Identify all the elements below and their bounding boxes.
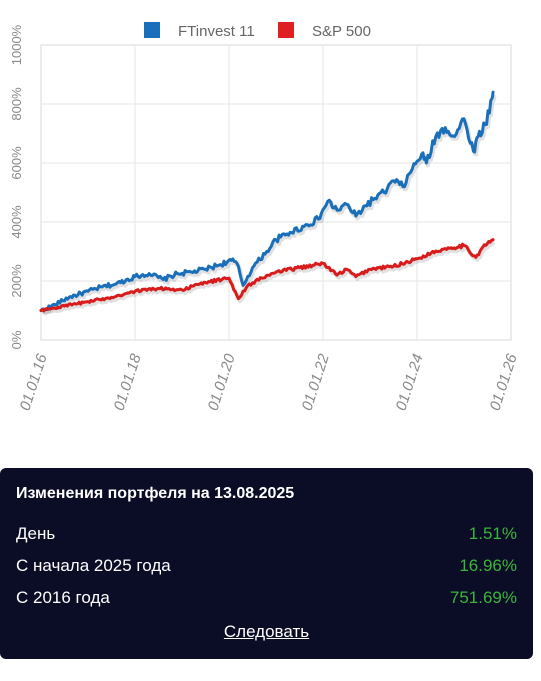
series-shadow xyxy=(41,240,496,316)
stat-label-ytd: С начала 2025 года xyxy=(16,556,171,575)
x-tick-label: 01.01.22 xyxy=(299,351,333,412)
y-axis-ticks: 0% 200% 400% 600% 800% 1000% xyxy=(9,24,24,349)
y-tick-label: 800% xyxy=(9,87,24,121)
x-tick-label: 01.01.24 xyxy=(393,352,427,413)
y-tick-label: 600% xyxy=(9,146,24,180)
stat-label-since-2016: С 2016 года xyxy=(16,588,110,607)
y-tick-label: 400% xyxy=(9,205,24,239)
follow-link[interactable]: Следовать xyxy=(223,622,310,641)
series-line-ftinvest xyxy=(39,90,495,312)
stat-label-day: День xyxy=(16,524,56,543)
stat-row-ytd: С начала 2025 года 16.96% xyxy=(16,550,517,582)
stat-row-day: День 1.51% xyxy=(16,518,517,550)
stat-row-since-2016: С 2016 года 751.69% xyxy=(16,582,517,614)
stat-value-day: 1.51% xyxy=(468,524,517,543)
x-axis-ticks: 01.01.16 01.01.18 01.01.20 01.01.22 01.01.24… xyxy=(17,351,521,412)
x-tick-label: 01.01.20 xyxy=(205,351,239,412)
portfolio-changes-panel: Изменения портфеля на 13.08.2025 День 1.… xyxy=(0,468,533,659)
plot-area-frame xyxy=(40,44,512,341)
series-lines xyxy=(39,90,497,316)
stat-value-ytd: 16.96% xyxy=(459,556,517,575)
y-tick-label: 0% xyxy=(9,330,24,349)
y-tick-label: 1000% xyxy=(9,24,24,65)
legend-swatch-ftinvest xyxy=(144,22,160,38)
portfolio-chart: FTinvest 11 S&P 500 0% 200% 400% 600% 800% 10… xyxy=(9,22,521,413)
legend-label-sp500: S&P 500 xyxy=(312,23,371,40)
x-tick-label: 01.01.18 xyxy=(111,351,145,412)
stat-value-since-2016: 751.69% xyxy=(449,588,517,607)
legend-swatch-sp500 xyxy=(278,22,294,38)
panel-title: Изменения портфеля на 13.08.2025 xyxy=(16,485,295,502)
x-tick-label: 01.01.16 xyxy=(17,351,51,412)
chart-legend: FTinvest 11 S&P 500 xyxy=(144,22,371,40)
legend-label-ftinvest: FTinvest 11 xyxy=(178,23,255,40)
follow-wrap: Следовать xyxy=(16,622,517,642)
x-tick-label: 01.01.26 xyxy=(487,351,521,412)
series-line-sp500 xyxy=(39,238,495,313)
y-tick-label: 200% xyxy=(9,264,24,298)
